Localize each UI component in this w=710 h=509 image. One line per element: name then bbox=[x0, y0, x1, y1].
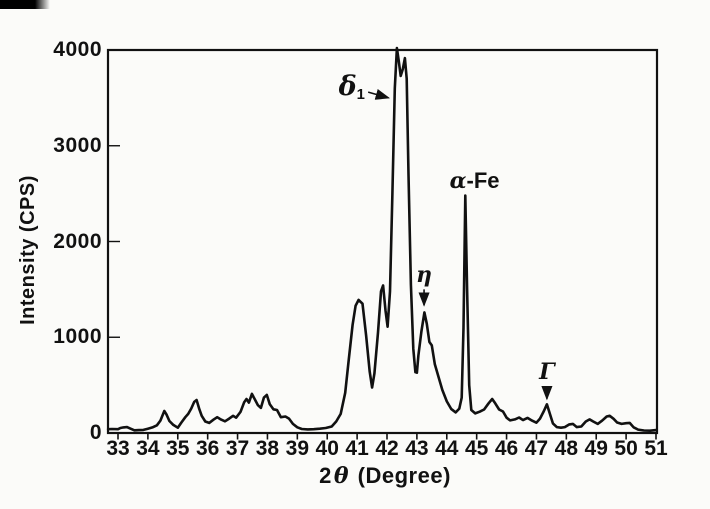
x-tick-label: 42 bbox=[375, 437, 399, 460]
x-tick-label: 48 bbox=[554, 437, 578, 460]
x-tick-label: 41 bbox=[345, 437, 369, 460]
x-tick-label: 35 bbox=[166, 437, 190, 460]
x-tick-label: 45 bbox=[464, 437, 489, 460]
y-tick-label: 2000 bbox=[53, 229, 102, 253]
y-axis-title: Intensity (CPS) bbox=[17, 50, 43, 450]
x-tick-label: 44 bbox=[435, 437, 459, 460]
x-tick-label: 46 bbox=[494, 437, 519, 460]
greek-symbol-delta1: δ bbox=[338, 71, 357, 103]
x-tick-label: 47 bbox=[524, 437, 549, 460]
annotation-label-eta: η bbox=[416, 264, 432, 286]
x-tick-label: 37 bbox=[225, 437, 250, 460]
x-tick-label: 38 bbox=[255, 437, 280, 460]
x-tick-label: 50 bbox=[614, 437, 638, 460]
theta-symbol: θ bbox=[333, 463, 350, 489]
x-tick-label: 36 bbox=[195, 437, 220, 460]
scan-artifact-mark bbox=[0, 0, 50, 9]
x-tick-label: 39 bbox=[285, 437, 309, 460]
suffix-alpha-fe: -Fe bbox=[466, 168, 500, 194]
x-axis-title-suffix: (Degree) bbox=[351, 463, 451, 488]
y-axis-title-text: Intensity (CPS) bbox=[17, 175, 39, 325]
x-axis-title-prefix: 2 bbox=[319, 463, 332, 488]
x-tick-label: 40 bbox=[315, 437, 339, 460]
greek-symbol-gamma: Γ bbox=[539, 358, 555, 385]
greek-symbol-eta: η bbox=[416, 262, 433, 289]
annotation-label-gamma: Γ bbox=[539, 361, 555, 383]
annotation-label-delta1: δ1 bbox=[339, 74, 365, 104]
x-tick-label: 49 bbox=[584, 437, 608, 460]
y-tick-label: 0 bbox=[89, 421, 102, 444]
x-tick-label: 34 bbox=[136, 437, 160, 460]
plot-border bbox=[106, 48, 659, 435]
y-tick-label: 3000 bbox=[53, 133, 102, 157]
annotation-label-alpha-fe: α-Fe bbox=[449, 168, 500, 195]
x-tick-label: 33 bbox=[106, 437, 130, 460]
y-tick-label: 4000 bbox=[53, 38, 102, 61]
x-tick-label: 51 bbox=[644, 437, 668, 460]
subscript-delta1: 1 bbox=[356, 87, 365, 104]
greek-symbol-alpha-fe: α bbox=[449, 168, 467, 195]
xrd-curve bbox=[106, 46, 658, 432]
y-tick-label: 1000 bbox=[53, 325, 102, 349]
x-tick-label: 43 bbox=[405, 437, 429, 460]
annotation-arrow-delta1 bbox=[367, 89, 391, 100]
x-axis-title: 2θ (Degree) bbox=[280, 463, 490, 489]
